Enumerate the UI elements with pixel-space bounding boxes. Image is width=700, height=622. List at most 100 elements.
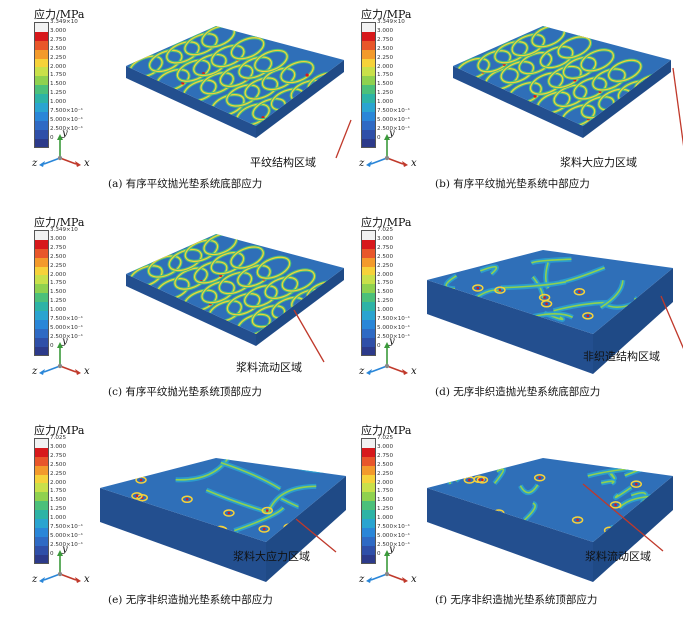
legend-tick-label: 2.250 [50, 262, 67, 269]
legend-tick-label: 2.750 [377, 36, 394, 43]
color-legend [361, 438, 376, 565]
legend-swatch [362, 103, 375, 112]
legend-swatch [35, 311, 48, 320]
legend-tick-label: 7.500×10⁻¹ [377, 316, 411, 323]
legend-tick-label: 0 [50, 134, 54, 141]
axis-label-z: z [32, 366, 38, 377]
legend-swatch [362, 231, 375, 240]
legend-tick-label: 1.500 [50, 497, 67, 504]
legend-tick-label: 2.500×10⁻¹ [50, 541, 84, 548]
legend-tick-label: 1.000 [377, 99, 394, 106]
axis-label-x: x [84, 366, 90, 377]
legend-tick-label: 0 [377, 134, 381, 141]
legend-swatch [35, 231, 48, 240]
axis-label-z: z [359, 574, 365, 585]
legend-tick-label: 1.000 [50, 515, 67, 522]
legend-swatch [35, 248, 48, 258]
legend-tick-label: 7.025 [50, 435, 67, 441]
legend-tick-label: 1.500 [377, 497, 394, 504]
legend-tick-label: 2.250 [50, 54, 67, 61]
axis-label-y: y [62, 544, 68, 555]
legend-swatch [362, 302, 375, 312]
legend-swatch [362, 293, 375, 303]
panel-caption: (c) 有序平纹抛光垫系统顶部应力 [108, 386, 262, 398]
legend-tick-label: 2.250 [377, 54, 394, 61]
legend-tick-label: 3.000 [377, 27, 394, 34]
figure-panel: 应力/MPa 7.025 3.000 2.750 2.500 2.250 2.000 1.75… [355, 422, 695, 622]
legend-swatch [362, 129, 375, 139]
stress-contour-plot [126, 26, 352, 159]
axis-label-z: z [359, 158, 365, 169]
legend-swatch [362, 311, 375, 320]
legend-tick-label: 5.000×10⁻¹ [50, 324, 84, 331]
axis-label-x: x [411, 158, 417, 169]
legend-swatch [35, 120, 48, 130]
legend-tick-label: 0 [50, 342, 54, 349]
legend-swatch [35, 519, 48, 528]
legend-tick-label: 1.500 [377, 81, 394, 88]
legend-tick-label: 2.750 [50, 36, 67, 43]
stress-contour-plot [427, 250, 683, 374]
legend-tick-label: 1.250 [377, 506, 394, 513]
legend-swatch [362, 257, 375, 267]
legend-swatch [362, 275, 375, 285]
legend-swatch [362, 94, 375, 104]
legend-swatch [35, 257, 48, 267]
legend-swatch [35, 483, 48, 493]
axis-label-y: y [62, 128, 68, 139]
legend-tick-label: 2.500×10⁻¹ [50, 125, 84, 132]
axis-triad-icon [39, 134, 81, 167]
panel-caption: (f) 无序非织造抛光垫系统顶部应力 [435, 594, 598, 606]
axis-label-x: x [84, 158, 90, 169]
axis-label-z: z [32, 158, 38, 169]
legend-tick-label: 1.750 [377, 72, 394, 79]
legend-tick-label: 3.349×10 [377, 19, 405, 25]
legend-tick-label: 1.250 [50, 90, 67, 97]
legend-swatch [35, 456, 48, 466]
axis-label-y: y [389, 336, 395, 347]
legend-swatch [362, 439, 375, 448]
legend-tick-label: 2.000 [377, 63, 394, 70]
axis-label-y: y [389, 544, 395, 555]
legend-tick-label: 0 [377, 550, 381, 557]
axis-label-x: x [411, 366, 417, 377]
legend-title: 应力/MPa [361, 424, 412, 437]
legend-swatch [35, 501, 48, 511]
legend-tick-label: 3.000 [377, 235, 394, 242]
legend-tick-label: 2.250 [377, 262, 394, 269]
legend-tick-label: 2.500 [377, 461, 394, 468]
legend-tick-label: 7.500×10⁻¹ [377, 524, 411, 531]
legend-tick-label: 1.750 [50, 72, 67, 79]
legend-swatch [35, 527, 48, 537]
legend-tick-label: 7.025 [377, 435, 394, 441]
legend-swatch [35, 545, 48, 555]
legend-tick-label: 2.000 [377, 271, 394, 278]
axis-triad-icon [366, 550, 408, 583]
legend-tick-label: 2.500 [377, 253, 394, 260]
legend-swatch [35, 94, 48, 104]
legend-tick-label: 3.000 [50, 235, 67, 242]
legend-swatch [362, 346, 375, 356]
figure-panel: 应力/MPa 7.025 3.000 2.750 2.500 2.250 2.000 1.75… [28, 422, 368, 622]
legend-swatch [35, 328, 48, 338]
legend-tick-label: 7.500×10⁻¹ [377, 108, 411, 115]
legend-swatch [35, 58, 48, 68]
legend-title: 应力/MPa [34, 424, 85, 437]
legend-tick-label: 2.000 [50, 63, 67, 70]
legend-swatch [362, 284, 375, 294]
color-legend [34, 22, 49, 149]
legend-tick-label: 2.000 [50, 479, 67, 486]
legend-tick-label: 1.750 [377, 488, 394, 495]
legend-labels: 3.349×10 3.000 2.750 2.500 2.250 2.000 1.750 1.… [50, 18, 83, 143]
legend-swatch [362, 456, 375, 466]
legend-swatch [35, 284, 48, 294]
legend-swatch [35, 85, 48, 95]
axis-triad-icon [366, 342, 408, 375]
legend-tick-label: 2.250 [50, 470, 67, 477]
legend-labels: 7.025 3.000 2.750 2.500 2.250 2.000 1.750 1.500… [377, 226, 410, 351]
legend-swatch [35, 49, 48, 59]
legend-title: 应力/MPa [34, 216, 85, 229]
stress-contour-plot [453, 26, 683, 147]
axis-triad-icon [39, 550, 81, 583]
legend-tick-label: 7.500×10⁻¹ [50, 108, 84, 115]
